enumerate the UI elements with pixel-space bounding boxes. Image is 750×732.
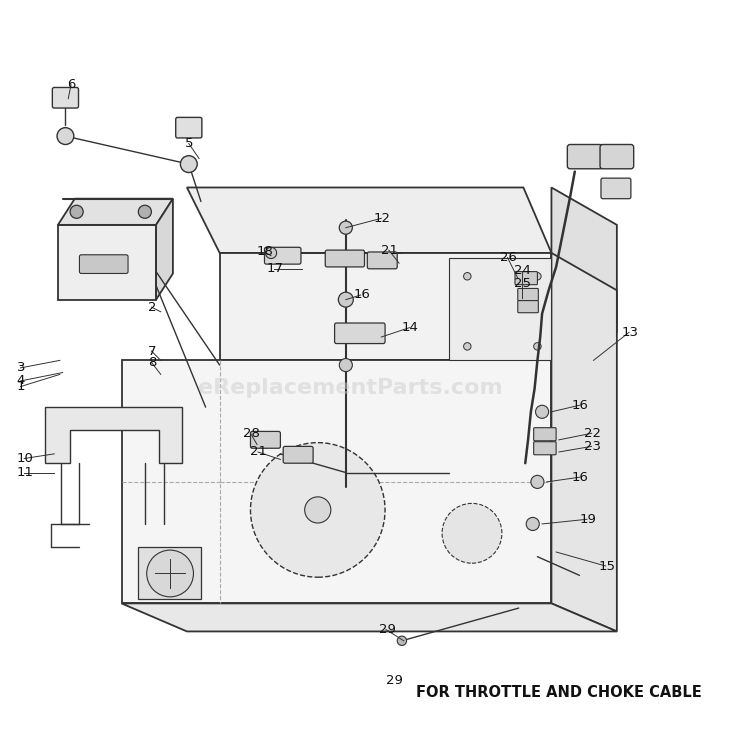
- Text: 29: 29: [386, 673, 403, 687]
- FancyBboxPatch shape: [80, 255, 128, 274]
- FancyBboxPatch shape: [284, 447, 313, 463]
- Circle shape: [266, 247, 277, 258]
- FancyBboxPatch shape: [534, 441, 556, 455]
- Text: 12: 12: [374, 212, 391, 225]
- Text: 16: 16: [572, 399, 589, 412]
- FancyBboxPatch shape: [567, 144, 603, 169]
- FancyBboxPatch shape: [601, 178, 631, 198]
- Text: 14: 14: [402, 321, 418, 335]
- Circle shape: [398, 636, 406, 646]
- Text: 11: 11: [16, 466, 34, 479]
- Circle shape: [147, 550, 194, 597]
- Text: 8: 8: [148, 356, 156, 369]
- Circle shape: [70, 205, 83, 218]
- Text: 2: 2: [148, 301, 156, 313]
- Polygon shape: [58, 198, 173, 225]
- Circle shape: [339, 359, 352, 372]
- Text: 16: 16: [572, 471, 589, 484]
- Text: 1: 1: [16, 380, 26, 393]
- Text: 29: 29: [379, 623, 395, 636]
- Circle shape: [536, 406, 549, 419]
- FancyBboxPatch shape: [600, 144, 634, 169]
- Text: 22: 22: [584, 427, 602, 440]
- Text: 16: 16: [353, 288, 370, 302]
- Polygon shape: [58, 225, 156, 299]
- Text: 6: 6: [68, 78, 76, 92]
- FancyBboxPatch shape: [265, 247, 301, 264]
- FancyBboxPatch shape: [334, 323, 385, 343]
- Polygon shape: [187, 187, 551, 253]
- Text: 15: 15: [598, 559, 615, 572]
- Polygon shape: [122, 603, 616, 632]
- FancyBboxPatch shape: [326, 250, 364, 267]
- Circle shape: [338, 292, 353, 307]
- Circle shape: [339, 221, 352, 234]
- Text: eReplacementParts.com: eReplacementParts.com: [198, 378, 502, 398]
- Text: 25: 25: [514, 277, 531, 291]
- Text: FOR THROTTLE AND CHOKE CABLE: FOR THROTTLE AND CHOKE CABLE: [416, 684, 702, 700]
- Text: 4: 4: [16, 375, 26, 387]
- FancyBboxPatch shape: [515, 272, 538, 285]
- Text: 5: 5: [185, 137, 194, 150]
- Text: 13: 13: [622, 326, 638, 339]
- Text: 28: 28: [243, 427, 260, 440]
- Circle shape: [57, 127, 74, 144]
- Circle shape: [138, 205, 152, 218]
- Text: 7: 7: [148, 345, 156, 357]
- Polygon shape: [551, 253, 616, 632]
- FancyBboxPatch shape: [534, 427, 556, 441]
- Text: 26: 26: [500, 251, 517, 264]
- Text: 21: 21: [251, 446, 268, 458]
- FancyBboxPatch shape: [518, 301, 538, 313]
- FancyBboxPatch shape: [53, 88, 79, 108]
- Text: 10: 10: [16, 452, 34, 465]
- Polygon shape: [551, 187, 616, 332]
- Polygon shape: [220, 253, 551, 360]
- Polygon shape: [138, 548, 201, 599]
- Polygon shape: [45, 407, 182, 463]
- Text: 21: 21: [381, 244, 398, 257]
- Circle shape: [442, 504, 502, 563]
- Polygon shape: [448, 258, 551, 360]
- Circle shape: [464, 272, 471, 280]
- FancyBboxPatch shape: [176, 117, 202, 138]
- Text: 23: 23: [584, 440, 602, 453]
- Circle shape: [531, 475, 544, 488]
- Circle shape: [464, 343, 471, 350]
- Text: 24: 24: [514, 264, 531, 277]
- Text: 18: 18: [257, 245, 274, 258]
- FancyBboxPatch shape: [368, 252, 398, 269]
- Text: 19: 19: [580, 513, 596, 526]
- FancyBboxPatch shape: [251, 431, 280, 448]
- Circle shape: [251, 443, 385, 578]
- Circle shape: [534, 343, 542, 350]
- Polygon shape: [156, 198, 173, 299]
- Polygon shape: [122, 360, 551, 603]
- Text: 17: 17: [266, 262, 284, 275]
- FancyBboxPatch shape: [518, 288, 538, 301]
- Text: 3: 3: [16, 362, 26, 374]
- Circle shape: [526, 518, 539, 531]
- Circle shape: [534, 272, 542, 280]
- Circle shape: [304, 497, 331, 523]
- Circle shape: [181, 156, 197, 173]
